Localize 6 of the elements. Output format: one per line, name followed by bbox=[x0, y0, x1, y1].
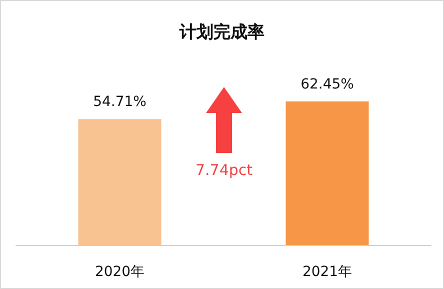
data-label: 62.45% bbox=[300, 76, 354, 92]
x-tick-label: 2021年 bbox=[302, 264, 352, 280]
chart-title: 计划完成率 bbox=[178, 22, 264, 42]
annotation: 7.74pct bbox=[194, 161, 254, 179]
x-tick-label: 2020年 bbox=[94, 264, 145, 280]
data-label: 54.71% bbox=[93, 94, 146, 110]
